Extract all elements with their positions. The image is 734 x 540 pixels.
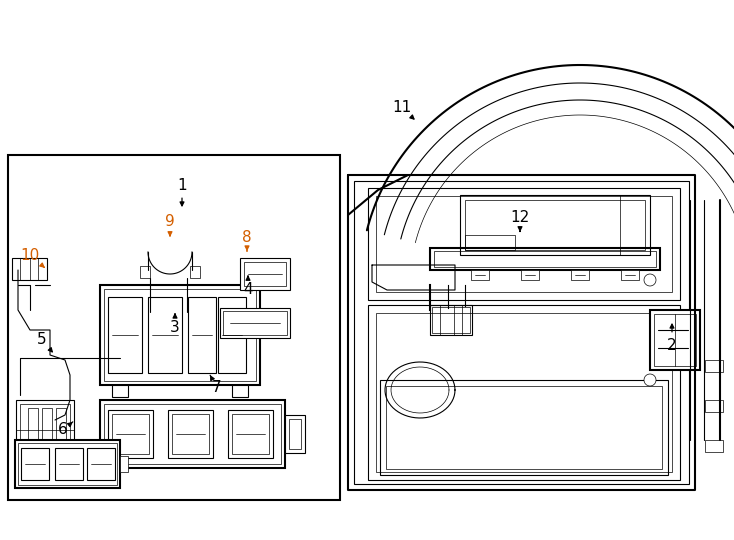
Bar (223, 311, 287, 335)
Bar (465, 235, 515, 250)
Bar (100, 285, 260, 385)
Bar (289, 419, 301, 449)
Bar (108, 410, 153, 458)
Bar (190, 266, 200, 278)
Bar (386, 386, 662, 469)
Bar (42, 408, 52, 442)
Bar (28, 408, 38, 442)
Bar (471, 270, 489, 280)
Circle shape (644, 274, 656, 286)
Bar (434, 251, 656, 267)
Text: 1: 1 (177, 178, 187, 206)
Text: 7: 7 (210, 375, 222, 395)
Text: 4: 4 (243, 276, 252, 298)
Bar (104, 404, 281, 464)
Bar (148, 297, 182, 373)
Text: 9: 9 (165, 214, 175, 236)
Text: 12: 12 (510, 211, 530, 231)
Text: 10: 10 (21, 247, 44, 267)
Bar (705, 400, 723, 412)
Bar (15, 440, 120, 488)
Bar (432, 307, 470, 333)
Bar (232, 385, 248, 397)
Circle shape (644, 374, 656, 386)
Bar (220, 308, 290, 338)
Bar (188, 297, 216, 373)
Bar (244, 262, 286, 286)
Bar (56, 408, 66, 442)
Bar (705, 360, 723, 372)
Text: 6: 6 (58, 422, 73, 437)
Bar (112, 414, 149, 454)
Bar (18, 443, 117, 485)
Bar (12, 258, 47, 280)
Bar (20, 404, 70, 446)
Bar (376, 313, 672, 472)
Bar (168, 410, 213, 458)
Bar (368, 188, 680, 300)
Bar (87, 448, 115, 480)
Bar (376, 196, 672, 292)
Bar (232, 414, 269, 454)
Bar (380, 380, 668, 475)
Bar (285, 415, 305, 453)
Bar (240, 258, 290, 290)
Bar (228, 410, 273, 458)
Bar (571, 270, 589, 280)
Bar (654, 314, 696, 366)
Bar (8, 155, 340, 500)
Bar (108, 297, 142, 373)
Bar (140, 266, 150, 278)
Bar (172, 414, 209, 454)
Bar (354, 181, 689, 484)
Bar (16, 400, 74, 450)
Bar (112, 385, 128, 397)
Bar (55, 448, 83, 480)
Bar (621, 270, 639, 280)
Bar (430, 248, 660, 270)
Bar (100, 400, 285, 468)
Bar (120, 456, 128, 472)
Text: 11: 11 (393, 100, 414, 119)
Text: 2: 2 (667, 324, 677, 353)
Text: 8: 8 (242, 231, 252, 251)
Bar (21, 448, 49, 480)
Bar (460, 195, 650, 255)
Text: 3: 3 (170, 314, 180, 335)
Bar (368, 305, 680, 480)
Bar (430, 305, 472, 335)
Bar (104, 289, 256, 381)
Bar (705, 440, 723, 452)
Bar (521, 270, 539, 280)
Bar (218, 297, 246, 373)
Text: 5: 5 (37, 333, 52, 352)
Bar (650, 310, 700, 370)
Bar (465, 200, 645, 250)
